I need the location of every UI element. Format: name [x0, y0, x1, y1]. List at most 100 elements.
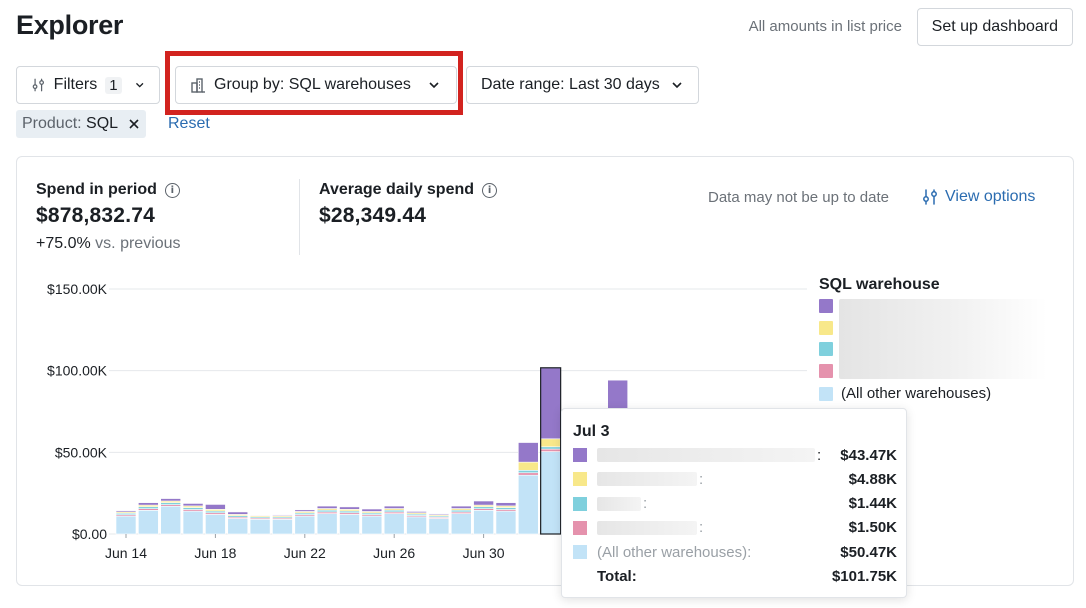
tooltip-date: Jul 3	[573, 423, 610, 440]
tooltip-total-row: Total: $101.75K	[573, 567, 897, 587]
reset-link[interactable]: Reset	[168, 115, 210, 132]
change-value: +75.0%	[36, 235, 91, 252]
bar-segment[interactable]	[205, 514, 226, 535]
bar-segment[interactable]	[540, 446, 561, 450]
bar-segment[interactable]	[182, 503, 204, 507]
redacted-label	[597, 448, 815, 462]
bar-segment[interactable]	[115, 510, 137, 513]
legend-item[interactable]	[819, 320, 833, 335]
filters-button[interactable]: Filters 1	[16, 66, 160, 104]
redacted-label	[597, 496, 641, 511]
close-icon[interactable]	[128, 118, 140, 130]
bar-segment[interactable]	[517, 442, 539, 463]
product-filter-chip[interactable]: Product: SQL	[16, 110, 147, 138]
bar-segment[interactable]	[428, 513, 450, 516]
bar-segment[interactable]	[227, 518, 249, 535]
bar-segment[interactable]	[249, 518, 271, 535]
tooltip-value: $43.47K	[840, 446, 897, 464]
group-by-dropdown[interactable]: Group by: SQL warehouses	[175, 66, 457, 104]
legend-item[interactable]: (All other warehouses)	[819, 385, 991, 402]
bar-segment[interactable]	[294, 515, 316, 535]
view-options-label: View options	[945, 188, 1036, 205]
redacted-label	[597, 520, 697, 535]
x-tick-label: Jun 30	[463, 545, 505, 561]
tooltip-value: $4.88K	[848, 470, 897, 488]
bar-segment[interactable]	[160, 498, 181, 502]
spend-card: Spend in period i $878,832.74 +75.0% vs.…	[16, 156, 1074, 586]
bar-segment[interactable]	[473, 510, 494, 535]
bar-segment[interactable]	[361, 515, 383, 535]
tooltip-row: (All other warehouses): $50.47K	[573, 542, 897, 562]
bar-segment[interactable]	[406, 511, 427, 514]
tooltip-value: $1.50K	[848, 519, 897, 537]
legend-swatch	[819, 363, 833, 378]
y-tick-label: $0.00	[72, 526, 107, 542]
legend-swatch	[819, 342, 833, 356]
bar-segment[interactable]	[316, 505, 338, 509]
spend-label-text: Spend in period	[36, 181, 157, 198]
tooltip-row: : $4.88K	[573, 469, 897, 489]
bar-segment[interactable]	[383, 505, 405, 509]
bar-segment[interactable]	[294, 509, 316, 512]
bar-segment[interactable]	[316, 513, 338, 535]
legend-item[interactable]	[819, 299, 833, 313]
tooltip-value: $1.44K	[848, 495, 897, 513]
highlighted-bar-outline	[540, 367, 562, 535]
bar-segment[interactable]	[361, 508, 383, 512]
bar-segment[interactable]	[517, 469, 539, 474]
bar-segment[interactable]	[428, 518, 450, 535]
bar-segment[interactable]	[540, 451, 561, 535]
view-options-button[interactable]: View options	[921, 188, 1035, 206]
x-tick-label: Jun 18	[194, 545, 236, 561]
info-icon[interactable]: i	[482, 182, 498, 198]
bar-segment[interactable]	[540, 367, 561, 440]
average-daily-spend-label: Average daily spend i	[319, 181, 498, 199]
tooltip-swatch	[573, 472, 587, 487]
bar-segment[interactable]	[182, 510, 204, 535]
bar-segment[interactable]	[138, 510, 159, 535]
bar-segment[interactable]	[339, 514, 360, 535]
bar-segment[interactable]	[227, 511, 249, 515]
bar-segment[interactable]	[517, 472, 539, 476]
bar-segment[interactable]	[406, 516, 427, 535]
info-icon[interactable]: i	[164, 182, 180, 198]
bar-segment[interactable]	[495, 502, 517, 507]
bar-segment[interactable]	[473, 500, 494, 506]
setup-dashboard-button[interactable]: Set up dashboard	[916, 8, 1073, 46]
bar-segment[interactable]	[272, 518, 293, 535]
tooltip-row: : $43.47K	[573, 445, 897, 465]
bar-segment[interactable]	[540, 438, 561, 448]
bar-segment[interactable]	[517, 461, 539, 471]
legend-item[interactable]	[819, 363, 833, 378]
x-tick-label: Jun 14	[105, 545, 147, 561]
setup-dashboard-label: Set up dashboard	[931, 18, 1058, 35]
chevron-down-icon	[135, 82, 144, 88]
bar-segment[interactable]	[138, 502, 159, 506]
bar-segment[interactable]	[450, 513, 472, 535]
bar-segment[interactable]	[383, 513, 405, 535]
chevron-down-icon	[672, 82, 682, 89]
bar-segment[interactable]	[272, 514, 293, 517]
bar-segment[interactable]	[205, 504, 226, 510]
y-tick-label: $150.00K	[47, 281, 108, 297]
bar-segment[interactable]	[115, 515, 137, 535]
spend-change: +75.0% vs. previous	[36, 235, 181, 253]
sliders-icon	[32, 78, 45, 92]
average-daily-spend-value: $28,349.44	[319, 204, 427, 227]
bar-segment[interactable]	[249, 514, 271, 517]
redacted-label	[597, 472, 697, 487]
legend-item[interactable]	[819, 342, 833, 356]
bar-segment[interactable]	[160, 505, 181, 535]
filters-label: Filters	[53, 76, 98, 93]
tooltip-row: : $1.44K	[573, 494, 897, 514]
bar-segment[interactable]	[495, 510, 517, 535]
bar-segment[interactable]	[540, 448, 561, 452]
price-note: All amounts in list price	[748, 18, 902, 35]
bar-segment[interactable]	[450, 505, 472, 509]
bar-segment[interactable]	[517, 474, 539, 535]
date-range-dropdown[interactable]: Date range: Last 30 days	[466, 66, 699, 104]
tooltip-total-value: $101.75K	[831, 568, 897, 585]
bar-segment[interactable]	[339, 506, 360, 510]
spend-in-period-label: Spend in period i	[36, 181, 180, 199]
tooltip-value: $50.47K	[840, 543, 897, 561]
